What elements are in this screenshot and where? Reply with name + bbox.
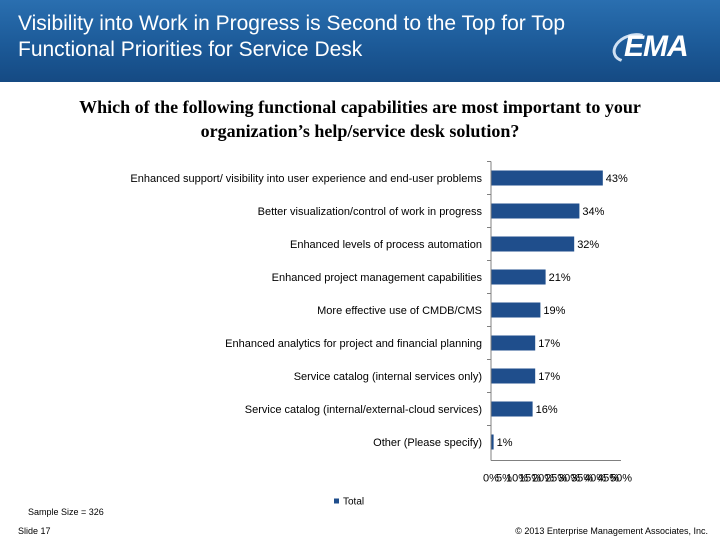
category-label: Service catalog (internal services only): [294, 371, 482, 383]
ema-logo: EMA: [602, 28, 714, 68]
category-label: Other (Please specify): [373, 437, 482, 449]
x-tick-label: 0%: [483, 473, 499, 485]
data-label: 34%: [582, 206, 604, 218]
slide-title: Visibility into Work in Progress is Seco…: [18, 12, 566, 61]
category-label: Better visualization/control of work in …: [258, 206, 483, 218]
x-tick-label: 10%: [506, 473, 528, 485]
bar: [491, 368, 536, 384]
x-tick-label: 30%: [558, 473, 580, 485]
category-label: Enhanced analytics for project and finan…: [225, 338, 482, 350]
data-label: 43%: [606, 173, 628, 185]
bar: [491, 170, 603, 186]
bar: [491, 401, 533, 417]
x-tick-label: 45%: [597, 473, 619, 485]
data-label: 17%: [538, 338, 560, 350]
category-label: Enhanced support/ visibility into user e…: [130, 173, 482, 185]
x-tick-label: 20%: [532, 473, 554, 485]
legend-swatch: [334, 498, 339, 504]
bar-chart: Enhanced support/ visibility into user e…: [130, 161, 632, 506]
x-tick-label: 5%: [496, 473, 512, 485]
header-banner: Visibility into Work in Progress is Seco…: [0, 0, 720, 82]
category-label: Enhanced levels of process automation: [290, 239, 482, 251]
slide-number: Slide 17: [18, 526, 51, 536]
data-label: 17%: [538, 371, 560, 383]
x-tick-label: 35%: [571, 473, 593, 485]
logo-text: EMA: [624, 30, 689, 63]
bar: [491, 302, 541, 318]
category-label: More effective use of CMDB/CMS: [317, 305, 482, 317]
x-tick-label: 15%: [519, 473, 541, 485]
data-label: 21%: [549, 272, 571, 284]
category-label: Service catalog (internal/external-cloud…: [245, 404, 482, 416]
data-label: 32%: [577, 239, 599, 251]
data-label: 19%: [543, 305, 565, 317]
copyright: © 2013 Enterprise Management Associates,…: [515, 526, 708, 536]
bar: [491, 434, 494, 450]
x-tick-label: 50%: [610, 473, 632, 485]
legend-label: Total: [343, 497, 364, 506]
data-label: 16%: [536, 404, 558, 416]
bar: [491, 203, 580, 219]
x-tick-label: 40%: [584, 473, 606, 485]
category-label: Enhanced project management capabilities: [272, 272, 483, 284]
sample-size: Sample Size = 326: [28, 507, 104, 517]
data-label: 1%: [497, 437, 513, 449]
bar: [491, 269, 546, 285]
bar: [491, 335, 536, 351]
bar: [491, 236, 575, 252]
x-tick-label: 25%: [545, 473, 567, 485]
survey-question: Which of the following functional capabi…: [79, 97, 641, 141]
